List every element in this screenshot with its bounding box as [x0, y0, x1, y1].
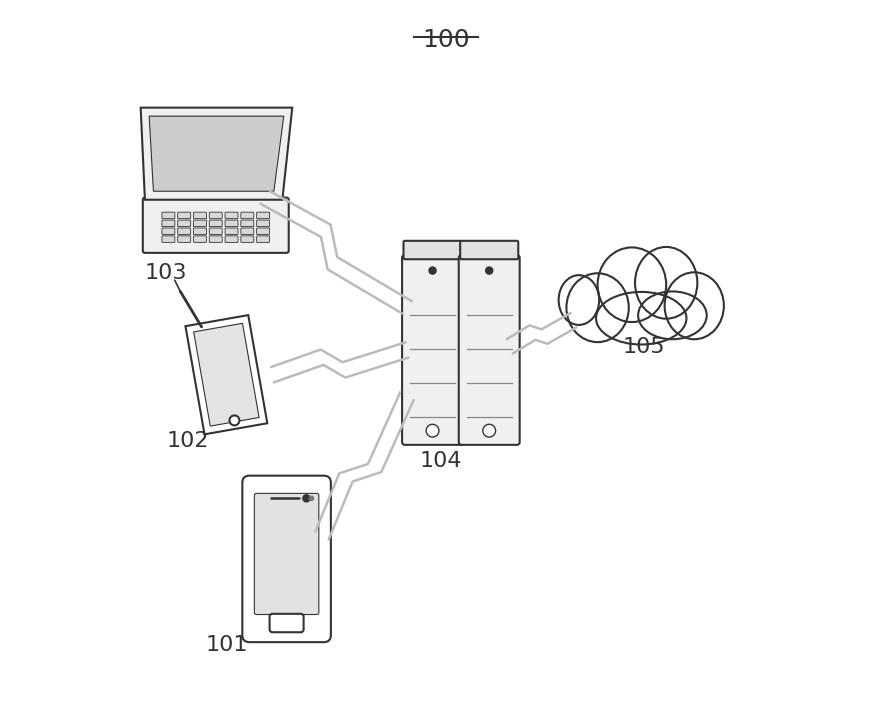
Text: 101: 101 [205, 635, 248, 655]
FancyBboxPatch shape [254, 493, 318, 615]
FancyBboxPatch shape [210, 236, 222, 242]
Circle shape [426, 424, 439, 437]
FancyBboxPatch shape [241, 220, 254, 226]
FancyBboxPatch shape [241, 212, 254, 218]
Ellipse shape [596, 292, 687, 345]
FancyBboxPatch shape [225, 212, 238, 218]
Circle shape [303, 495, 310, 502]
FancyBboxPatch shape [178, 228, 191, 234]
Ellipse shape [598, 248, 666, 322]
Text: 100: 100 [422, 28, 470, 51]
FancyBboxPatch shape [194, 228, 206, 234]
FancyBboxPatch shape [162, 212, 175, 218]
FancyBboxPatch shape [241, 228, 254, 234]
FancyBboxPatch shape [210, 228, 222, 234]
Ellipse shape [558, 275, 599, 325]
FancyBboxPatch shape [257, 228, 269, 234]
Ellipse shape [635, 247, 698, 318]
Text: 104: 104 [420, 451, 462, 471]
Ellipse shape [665, 272, 723, 339]
FancyBboxPatch shape [225, 236, 238, 242]
FancyBboxPatch shape [257, 220, 269, 226]
Circle shape [310, 496, 313, 501]
Circle shape [483, 424, 496, 437]
FancyBboxPatch shape [143, 198, 289, 253]
FancyBboxPatch shape [178, 212, 191, 218]
Ellipse shape [566, 273, 629, 342]
FancyBboxPatch shape [458, 255, 520, 445]
FancyBboxPatch shape [194, 220, 206, 226]
FancyBboxPatch shape [403, 241, 461, 259]
FancyBboxPatch shape [269, 614, 303, 632]
FancyBboxPatch shape [460, 241, 518, 259]
FancyBboxPatch shape [257, 212, 269, 218]
FancyBboxPatch shape [178, 220, 191, 226]
Polygon shape [141, 108, 293, 200]
Ellipse shape [638, 291, 706, 339]
Text: 102: 102 [166, 431, 209, 451]
Text: 103: 103 [145, 263, 187, 283]
FancyBboxPatch shape [402, 255, 463, 445]
Polygon shape [186, 315, 268, 434]
FancyBboxPatch shape [257, 236, 269, 242]
FancyBboxPatch shape [225, 228, 238, 234]
FancyBboxPatch shape [243, 476, 331, 642]
Circle shape [429, 267, 436, 274]
FancyBboxPatch shape [194, 212, 206, 218]
FancyBboxPatch shape [210, 212, 222, 218]
Circle shape [485, 267, 492, 274]
FancyBboxPatch shape [241, 236, 254, 242]
FancyBboxPatch shape [162, 228, 175, 234]
FancyBboxPatch shape [162, 236, 175, 242]
FancyBboxPatch shape [178, 236, 191, 242]
FancyBboxPatch shape [225, 220, 238, 226]
Polygon shape [194, 323, 259, 426]
Polygon shape [149, 116, 284, 191]
FancyBboxPatch shape [162, 220, 175, 226]
Circle shape [229, 416, 239, 426]
Text: 105: 105 [623, 337, 665, 357]
FancyBboxPatch shape [210, 220, 222, 226]
FancyBboxPatch shape [194, 236, 206, 242]
